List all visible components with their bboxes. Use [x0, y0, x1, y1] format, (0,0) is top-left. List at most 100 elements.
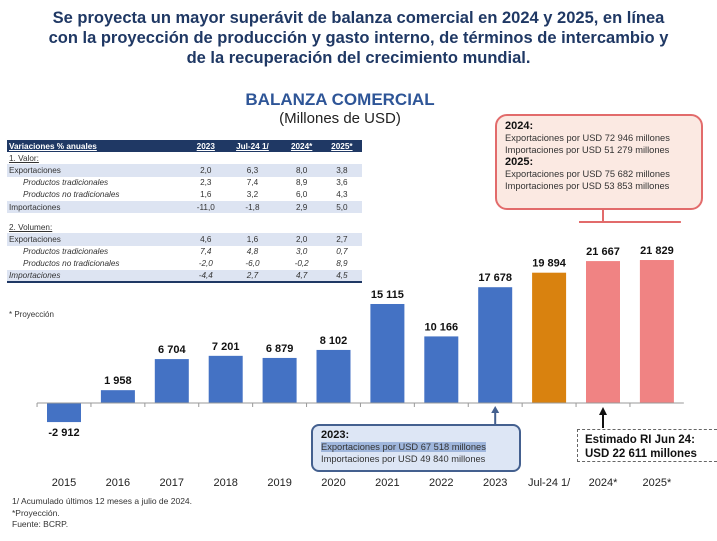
table-cell: 2,9 — [281, 200, 322, 214]
bar-value-label: 19 894 — [532, 258, 567, 270]
bar-value-label: 15 115 — [371, 289, 404, 301]
table-cell: -11,0 — [188, 200, 224, 214]
bar-value-label: -2 912 — [48, 427, 79, 439]
headline-line: Se proyecta un mayor superávit de balanz… — [52, 9, 665, 27]
table-cell: 2,7 — [223, 269, 282, 283]
table-cell: 5,0 — [321, 200, 362, 214]
table-cell: 2025* — [321, 140, 362, 153]
bar-value-label: 21 667 — [586, 246, 620, 258]
table-cell: 3,8 — [321, 164, 362, 177]
table-cell: 8,9 — [336, 259, 348, 269]
callout-line: Exportaciones por USD 75 682 millones — [505, 169, 670, 179]
table-cell: -1,8 — [223, 200, 282, 214]
table-cell: 4,3 — [336, 190, 348, 200]
table-cell: 2,0 — [188, 164, 224, 177]
bar-value-label: 1 958 — [104, 375, 132, 387]
chart-subtitle: (Millones de USD) — [279, 110, 401, 127]
table-row: Productos tradicionales 7,4 4,8 3,0 0,7 — [7, 246, 362, 258]
x-tick-label: 2016 — [106, 477, 130, 489]
bar — [316, 349, 351, 403]
table-note: * Proyección — [9, 310, 54, 319]
x-tick-label: 2024* — [589, 477, 618, 489]
bar — [100, 390, 135, 403]
table-cell: Productos no tradicionales — [23, 190, 120, 200]
callout-year: 2025: — [505, 156, 534, 168]
bar-value-label: 17 678 — [478, 272, 512, 284]
table-header: Variaciones % anuales 2023 Jul-24 1/2024* 2… — [7, 140, 362, 153]
table-cell: 6,0 — [295, 190, 308, 200]
table-cell: 2024* — [281, 140, 322, 153]
callout-ri: Estimado RI Jun 24: USD 22 611 millones — [577, 429, 717, 462]
table-row: Exportaciones 4,6 1,6 2,0 2,7 — [7, 233, 362, 246]
headline-line: de la recuperación del crecimiento mundi… — [186, 49, 531, 67]
x-tick-label: 2015 — [52, 477, 76, 489]
table-cell: 2023 — [188, 140, 224, 153]
arrow-head-icon — [599, 407, 607, 415]
x-tick-label: 2022 — [429, 477, 453, 489]
callout-line: Importaciones por USD 53 853 millones — [505, 181, 670, 191]
table-section-title: 1. Valor: — [7, 152, 362, 164]
table-cell: 4,5 — [321, 269, 362, 283]
table-section-title: 2. Volumen: — [7, 221, 362, 233]
callout-line: Exportaciones por USD 67 518 millones — [321, 442, 486, 452]
x-tick-label: 2018 — [213, 477, 237, 489]
callout-2024-2025: 2024: Exportaciones por USD 72 946 millo… — [495, 114, 703, 210]
callout-year: 2023: — [321, 429, 350, 441]
bar — [262, 357, 297, 403]
x-tick-label: Jul-24 1/ — [528, 477, 571, 489]
bar — [47, 403, 81, 423]
bar — [208, 355, 243, 403]
bar — [639, 260, 674, 403]
table-cell: Productos tradicionales — [23, 178, 109, 188]
footnotes: 1/ Acumulado últimos 12 meses a julio de… — [12, 496, 192, 531]
table-cell: 3,6 — [336, 178, 348, 188]
table-cell: 1,6 — [223, 233, 282, 246]
table-row: Importaciones -4,4 2,7 4,7 4,5 — [7, 269, 362, 283]
footnote: Fuente: BCRP. — [12, 519, 69, 529]
table-row: Productos tradicionales 2,3 7,4 8,9 3,6 — [7, 177, 362, 189]
bar-value-label: 10 166 — [424, 321, 458, 333]
x-tick-label: 2023 — [483, 477, 507, 489]
table-cell: Exportaciones — [7, 233, 189, 246]
table-cell: 8,0 — [281, 164, 322, 177]
callout-line: Exportaciones por USD 72 946 millones — [505, 133, 670, 143]
table-cell: 8,9 — [295, 178, 308, 188]
callout-2023: 2023: Exportaciones por USD 67 518 millo… — [311, 424, 521, 472]
bar — [586, 261, 620, 403]
table-cell: 1,6 — [200, 190, 212, 200]
chart-title: BALANZA COMERCIAL — [245, 90, 435, 109]
table-cell: 4,8 — [246, 247, 259, 257]
table-cell: Exportaciones — [7, 164, 189, 177]
table-cell: Variaciones % anuales — [7, 140, 189, 153]
bar-value-label: 8 102 — [320, 335, 348, 347]
table-row: Productos no tradicionales 1,6 3,2 6,0 4,3 — [7, 189, 362, 201]
bar — [154, 359, 189, 403]
table-cell: Jul-24 1/ — [223, 140, 282, 153]
bar — [478, 287, 513, 403]
table-cell: Importaciones — [7, 200, 189, 214]
table-row: Exportaciones 2,0 6,3 8,0 3,8 — [7, 164, 362, 177]
table-cell: 1. Valor: — [9, 153, 39, 163]
callout-line: Importaciones por USD 51 279 millones — [505, 145, 670, 155]
callout-line: USD 22 611 millones — [585, 448, 697, 460]
table-cell: 2,7 — [321, 233, 362, 246]
table-row: Importaciones -11,0 -1,8 2,9 5,0 — [7, 200, 362, 214]
table-cell: -0,2 — [294, 259, 309, 269]
bar — [532, 272, 567, 403]
footnote: *Proyección. — [12, 507, 60, 518]
callout-line: Estimado RI Jun 24: — [585, 434, 695, 446]
table-cell: 7,4 — [200, 247, 212, 257]
x-tick-label: 2019 — [267, 477, 291, 489]
headline: Se proyecta un mayor superávit de balanz… — [0, 8, 717, 68]
table-cell: 3,2 — [246, 190, 259, 200]
bar-value-label: 6 704 — [158, 344, 186, 356]
x-tick-label: 2021 — [375, 477, 399, 489]
table-cell: Productos no tradicionales — [23, 259, 120, 269]
table-row: Productos no tradicionales -2,0 -6,0 -0,2 8,… — [7, 258, 362, 270]
bar — [424, 336, 459, 403]
headline-line: con la proyección de producción y gasto … — [48, 29, 669, 47]
table-cell: 0,7 — [336, 247, 348, 257]
table-cell: 4,6 — [188, 233, 224, 246]
